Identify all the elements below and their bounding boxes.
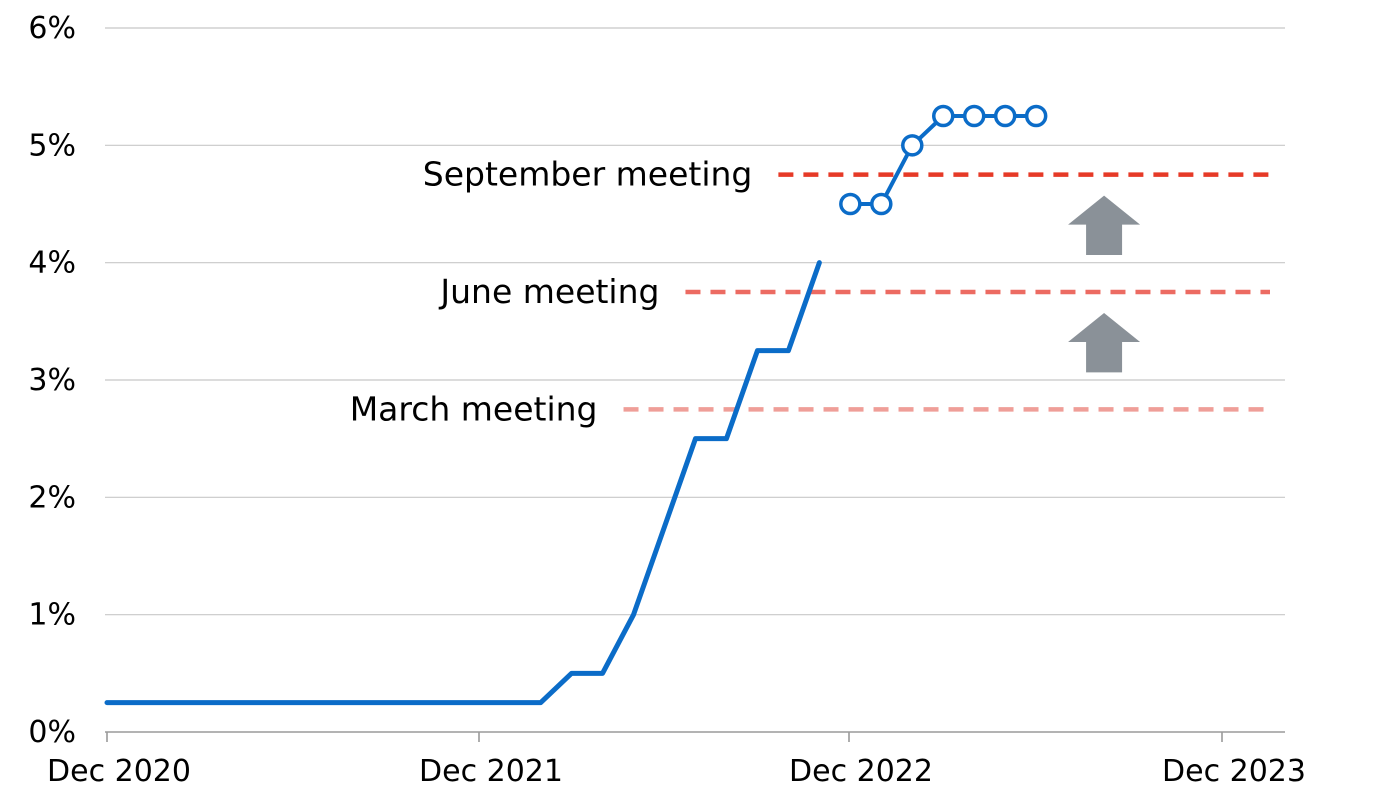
- reference-label: June meeting: [438, 272, 659, 311]
- y-tick-label: 2%: [28, 480, 76, 515]
- projection-line: [848, 114, 1039, 206]
- projection-marker: [901, 134, 924, 157]
- projection-marker: [870, 192, 893, 216]
- projection-marker: [932, 104, 955, 128]
- x-tick-label: Dec 2021: [419, 754, 563, 789]
- y-tick-label: 1%: [28, 598, 76, 633]
- projection-marker: [839, 192, 862, 216]
- series: [104, 104, 1048, 706]
- x-tick-label: Dec 2020: [47, 754, 191, 789]
- y-tick-label: 0%: [28, 715, 76, 750]
- reference-lines: [623, 172, 1270, 412]
- labels: 0% 1% 2% 3% 4% 5% 6% Dec 2020 Dec 2021 Dec 2022 De…: [28, 11, 1306, 789]
- y-tick-label: 3%: [28, 363, 76, 398]
- up-arrow: [1068, 313, 1141, 373]
- reference-label: September meeting: [423, 155, 753, 194]
- up-arrow: [1068, 195, 1141, 255]
- projection-marker: [962, 104, 986, 128]
- x-axis: [105, 731, 1285, 742]
- y-tick-label: 6%: [28, 11, 76, 46]
- x-tick-label: Dec 2023: [1162, 754, 1306, 789]
- grid-lines: [105, 27, 1285, 616]
- arrows: [1068, 195, 1141, 373]
- y-tick-label: 5%: [28, 128, 76, 163]
- y-tick-label: 4%: [28, 246, 76, 281]
- projection-marker: [993, 104, 1017, 128]
- projection-marker: [1024, 104, 1048, 128]
- reference-label: March meeting: [350, 389, 598, 428]
- x-tick-label: Dec 2022: [789, 754, 933, 789]
- series-line: [104, 260, 822, 706]
